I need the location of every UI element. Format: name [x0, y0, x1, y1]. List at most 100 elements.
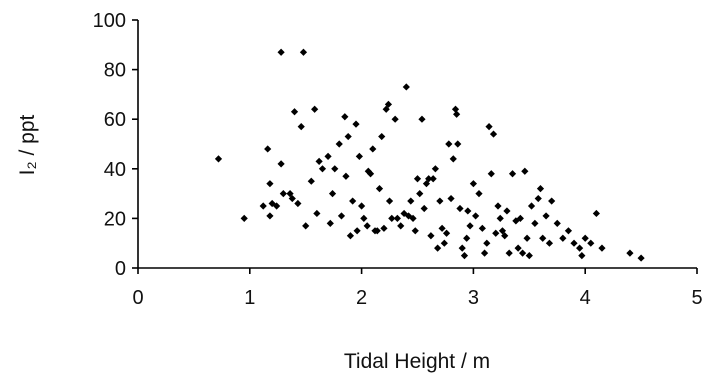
data-point: [525, 252, 533, 260]
data-point: [487, 170, 495, 178]
data-point: [397, 222, 405, 230]
data-point: [328, 190, 337, 198]
data-point: [548, 197, 556, 205]
data-point: [475, 190, 483, 198]
y-axis-title: I₂ / ppt: [16, 114, 39, 175]
data-point: [384, 100, 393, 108]
data-point: [266, 212, 274, 220]
data-point: [539, 234, 547, 242]
data-point: [288, 194, 296, 203]
data-point: [290, 108, 299, 116]
data-point: [366, 170, 375, 178]
data-point: [514, 244, 522, 252]
x-axis-title: Tidal Height / m: [344, 350, 490, 373]
data-point: [440, 239, 448, 247]
data-point: [352, 120, 360, 128]
data-point: [416, 190, 424, 198]
data-point: [501, 232, 509, 240]
data-point: [422, 180, 431, 188]
data-point: [302, 222, 310, 230]
x-tick-label: 5: [691, 287, 702, 309]
data-point: [581, 234, 589, 242]
data-point: [449, 155, 457, 163]
data-point: [311, 105, 319, 113]
data-point: [409, 214, 417, 222]
data-point: [341, 113, 349, 121]
data-point: [411, 227, 419, 235]
data-point: [578, 252, 586, 260]
data-point: [393, 214, 401, 222]
data-point: [531, 219, 539, 227]
data-point: [318, 165, 327, 173]
data-point: [413, 175, 422, 183]
data-point: [512, 217, 520, 225]
data-point: [346, 232, 355, 240]
data-point: [337, 212, 346, 220]
data-point: [466, 222, 474, 230]
data-point: [369, 145, 377, 153]
chart-axes: 0 20 40 60 80 100 0 1 2 3 4 5: [93, 10, 703, 309]
data-point: [598, 244, 606, 252]
data-point: [498, 227, 507, 235]
data-point: [434, 244, 442, 252]
data-point: [380, 224, 388, 232]
data-point: [553, 219, 561, 227]
data-point: [464, 207, 472, 215]
data-point: [442, 229, 451, 237]
data-point: [264, 145, 272, 153]
data-point: [492, 229, 500, 237]
data-point: [521, 167, 529, 175]
data-point: [404, 212, 413, 220]
data-point: [420, 204, 428, 213]
data-point: [545, 239, 554, 247]
y-tick-label: 20: [104, 208, 126, 230]
data-point: [518, 249, 527, 257]
data-point: [494, 202, 502, 210]
data-point: [266, 180, 274, 188]
data-point: [460, 252, 469, 260]
data-point: [407, 197, 415, 205]
data-point: [375, 185, 384, 193]
data-point: [382, 105, 390, 113]
data-point: [425, 175, 433, 183]
data-point: [480, 249, 489, 257]
data-point: [587, 239, 595, 247]
data-point: [331, 165, 339, 173]
data-point: [431, 165, 439, 173]
data-points: [214, 48, 645, 262]
data-point: [626, 249, 634, 257]
data-point: [363, 222, 371, 230]
data-point: [576, 244, 584, 252]
data-point: [453, 110, 461, 118]
data-point: [324, 152, 332, 160]
data-point: [445, 140, 453, 148]
data-point: [360, 214, 368, 222]
x-tick-label: 1: [244, 287, 255, 309]
data-point: [373, 227, 381, 235]
data-point: [463, 234, 471, 242]
data-point: [344, 132, 352, 141]
data-point: [523, 234, 531, 242]
data-point: [286, 190, 294, 198]
data-point: [451, 105, 460, 113]
data-point: [349, 197, 357, 205]
data-point: [447, 194, 455, 203]
data-point: [472, 212, 480, 220]
data-point: [214, 155, 223, 163]
data-point: [542, 212, 550, 220]
data-point: [418, 115, 426, 123]
data-point: [388, 214, 396, 222]
y-tick-label: 100: [93, 10, 126, 32]
data-point: [385, 197, 394, 205]
data-point: [503, 207, 511, 215]
y-tick-label: 40: [104, 159, 126, 181]
data-point: [527, 202, 536, 210]
data-point: [297, 123, 305, 131]
data-point: [559, 234, 567, 242]
data-point: [259, 202, 267, 210]
data-point: [268, 199, 276, 208]
data-point: [534, 194, 542, 203]
data-point: [342, 172, 350, 180]
data-point: [353, 227, 361, 235]
y-tick-label: 80: [104, 60, 126, 82]
